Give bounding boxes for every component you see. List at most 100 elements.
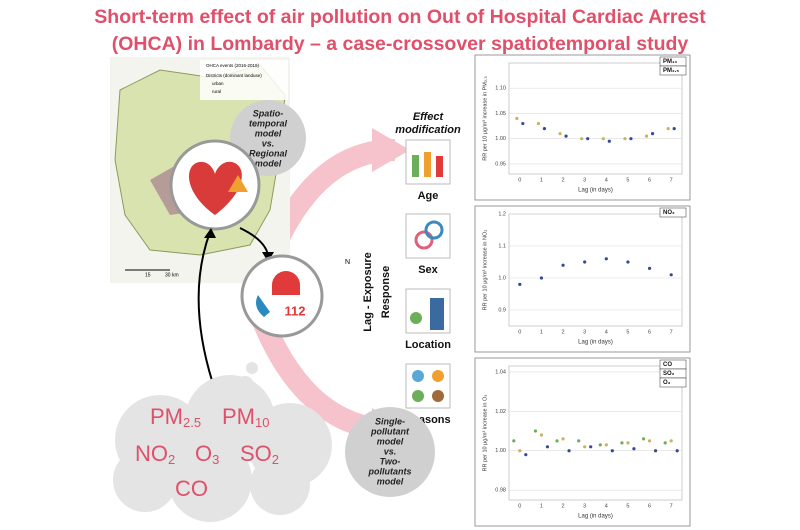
x-axis-label: Lag (in days): [578, 188, 613, 194]
icon: [432, 370, 444, 382]
x-tick-label: 6: [648, 177, 651, 183]
point: [564, 134, 568, 138]
icon: [436, 156, 443, 177]
y-tick-label: 1.2: [498, 211, 506, 217]
point: [644, 134, 649, 138]
x-tick-label: 5: [626, 177, 629, 183]
cloud: [113, 362, 332, 522]
x-tick-label: 6: [648, 329, 651, 335]
y-tick-label: 0.98: [495, 488, 506, 494]
y-tick-label: 1.0: [498, 275, 506, 281]
map-legend-item: rural: [212, 89, 221, 94]
bubble-text: Two-: [380, 456, 401, 466]
legend-label: PM₂.₅: [663, 68, 679, 74]
map-legend: [200, 60, 288, 100]
point: [672, 126, 676, 131]
pollutant: NO2: [135, 441, 175, 468]
point: [536, 121, 541, 126]
icon-box: [405, 363, 451, 409]
arrow: [197, 231, 216, 391]
effect-item: Age: [418, 190, 439, 202]
bubble-text: pollutant: [370, 426, 410, 436]
pollutant-base: PM: [150, 404, 183, 429]
icon: [412, 390, 424, 402]
x-tick-label: 0: [518, 329, 521, 335]
x-axis-label: Lag (in days): [578, 514, 613, 520]
arrow-head: [372, 128, 410, 172]
bubble-text: vs.: [262, 138, 275, 148]
x-tick-label: 7: [670, 177, 673, 183]
legend-box: [659, 377, 687, 388]
point: [542, 126, 547, 131]
x-tick-label: 1: [540, 329, 543, 335]
siren-icon: [272, 271, 300, 295]
x-tick-label: 4: [605, 177, 608, 183]
map-legend-item: OHCA events (2016-2019): [206, 63, 260, 68]
icon: [432, 390, 444, 402]
point: [626, 441, 630, 445]
legend-label: PM₁₀: [663, 59, 677, 65]
phone-circle: [240, 254, 324, 338]
point: [583, 260, 587, 264]
point: [598, 443, 602, 447]
y-tick-label: 1.00: [495, 448, 506, 454]
bubble: [345, 407, 435, 497]
point: [561, 437, 565, 441]
icon: [412, 155, 419, 177]
point: [650, 132, 655, 136]
pollutant: CO: [175, 476, 208, 501]
point: [632, 447, 636, 451]
icon: [430, 298, 444, 330]
plot-area: [508, 62, 683, 175]
effect-item: Sex: [418, 264, 438, 276]
point: [623, 137, 627, 141]
map-legend-item: urban: [212, 81, 224, 86]
point: [604, 257, 608, 261]
x-tick-label: 2: [562, 503, 565, 509]
point: [583, 445, 587, 449]
plot-area: [508, 213, 683, 327]
x-tick-label: 2: [562, 329, 565, 335]
point: [626, 260, 630, 264]
point: [577, 439, 581, 443]
y-axis-label: RR per 10 μg/m³ increase in NO₂: [482, 230, 488, 311]
point: [675, 449, 679, 453]
y-tick-label: 1.04: [495, 369, 506, 375]
legend-box: [659, 65, 687, 76]
x-axis-label: Lag (in days): [578, 340, 613, 346]
axis-title: Response: [380, 266, 392, 319]
x-tick-label: 4: [605, 329, 608, 335]
bubble-text: Regional: [249, 148, 288, 158]
point: [666, 126, 670, 131]
bubble-text: model: [377, 436, 404, 446]
y-tick-label: 1.1: [498, 243, 506, 249]
pollutant: O3: [195, 441, 219, 468]
point: [580, 137, 584, 141]
pollutant: SO2: [240, 441, 279, 468]
plot-area: [508, 365, 683, 501]
point: [669, 273, 673, 277]
pollutant-sub: 10: [255, 415, 269, 430]
y-tick-label: 1.00: [495, 136, 506, 142]
legend-label: O₃: [663, 380, 671, 386]
legend-label: SO₂: [663, 371, 675, 377]
point: [512, 439, 516, 443]
x-tick-label: 7: [670, 503, 673, 509]
icon: [424, 220, 444, 240]
point: [604, 443, 608, 447]
effect-icons: [405, 139, 451, 409]
pollutant-sub: 2.5: [183, 415, 201, 430]
pollutant-sub: 2: [168, 452, 175, 467]
bubble-text: Single-: [375, 416, 405, 426]
point: [653, 449, 658, 453]
north: N: [345, 259, 350, 266]
point: [567, 449, 571, 453]
pollutant-sub: 3: [212, 452, 219, 467]
point: [558, 132, 562, 136]
point: [524, 453, 528, 457]
bubble-text: model: [377, 476, 404, 486]
point: [539, 276, 544, 280]
icon: [412, 370, 424, 382]
